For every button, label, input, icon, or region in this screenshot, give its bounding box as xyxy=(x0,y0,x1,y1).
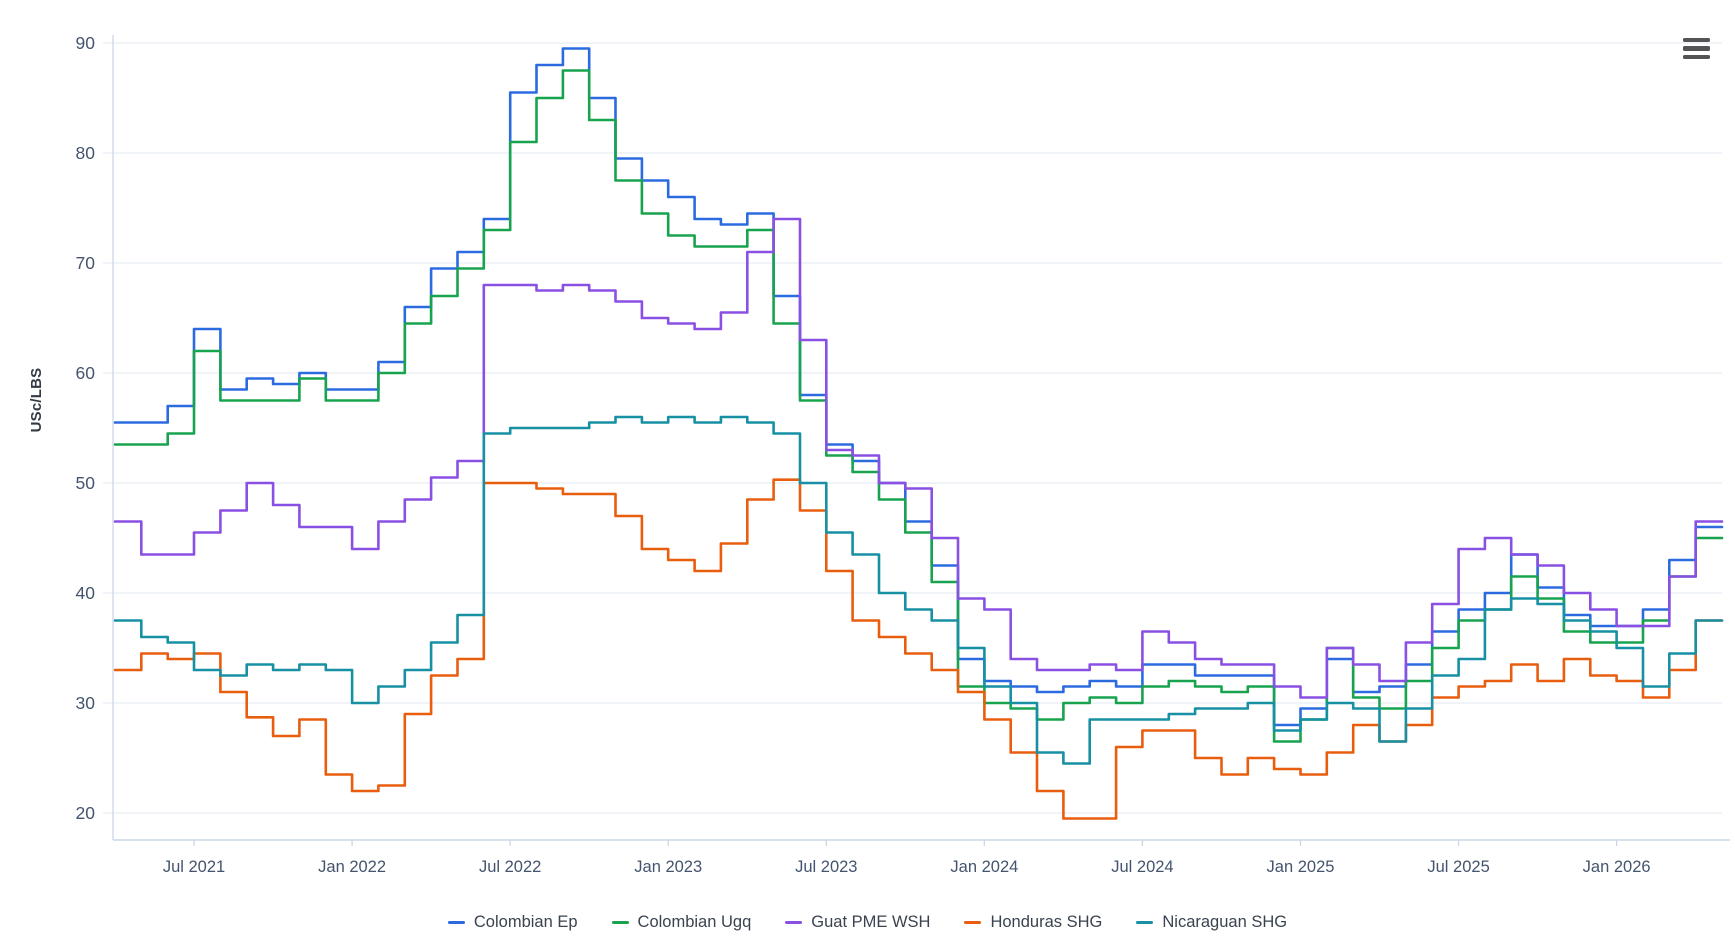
legend-label: Nicaraguan SHG xyxy=(1162,913,1288,931)
legend-marker-icon xyxy=(1136,920,1154,925)
series-line-guat-pme-wsh xyxy=(113,217,1724,699)
legend-item-colombian-ep[interactable]: Colombian Ep xyxy=(447,913,578,932)
legend-marker-icon xyxy=(611,920,629,925)
x-axis-tick-label: Jan 2022 xyxy=(318,858,386,876)
series-line-colombian-ugq xyxy=(113,69,1724,743)
y-axis-tick-label: 20 xyxy=(76,803,96,823)
x-axis-tick-label: Jul 2023 xyxy=(795,858,857,876)
y-axis-tick-label: 90 xyxy=(76,33,96,53)
hamburger-menu-icon[interactable] xyxy=(1683,38,1710,59)
legend-item-colombian-ugq[interactable]: Colombian Ugq xyxy=(611,913,752,932)
series-line-honduras-shg xyxy=(113,478,1724,820)
legend-label: Colombian Ugq xyxy=(637,913,752,931)
legend-label: Honduras SHG xyxy=(990,913,1103,931)
x-axis-tick-label: Jan 2025 xyxy=(1267,858,1335,876)
y-axis-tick-label: 40 xyxy=(76,583,96,603)
legend-marker-icon xyxy=(447,920,465,925)
chart-plot-area: 20 30 40 50 60 70 80 90 Jul 2021 Jan 2022 Jul 2022… xyxy=(76,33,1730,876)
x-axis-tick-label: Jul 2022 xyxy=(479,858,541,876)
hamburger-bar xyxy=(1683,54,1710,59)
series-line-colombian-ep xyxy=(113,47,1724,727)
legend-marker-icon xyxy=(785,920,803,925)
series-line-nicaraguan-shg xyxy=(113,415,1724,765)
x-axis-tick-label: Jan 2023 xyxy=(634,858,702,876)
legend-label: Colombian Ep xyxy=(473,913,578,931)
y-axis-tick-label: 80 xyxy=(76,143,96,163)
y-axis-tick-label: 70 xyxy=(76,253,96,273)
y-axis-tick-label: 30 xyxy=(76,693,96,713)
chart-legend: Colombian Ep Colombian Ugq Guat PME WSH Hon… xyxy=(0,913,1735,932)
legend-marker-icon xyxy=(964,920,982,925)
legend-item-honduras-shg[interactable]: Honduras SHG xyxy=(964,913,1102,932)
legend-item-guat-pme-wsh[interactable]: Guat PME WSH xyxy=(785,913,930,932)
legend-item-nicaraguan-shg[interactable]: Nicaraguan SHG xyxy=(1136,913,1287,932)
hamburger-bar xyxy=(1683,38,1710,43)
x-axis-tick-label: Jan 2026 xyxy=(1583,858,1651,876)
x-axis-tick-label: Jan 2024 xyxy=(950,858,1018,876)
y-axis-title: USc/LBS xyxy=(28,367,45,433)
x-axis-tick-label: Jul 2025 xyxy=(1427,858,1489,876)
x-axis-tick-label: Jul 2024 xyxy=(1111,858,1173,876)
hamburger-bar xyxy=(1683,46,1710,51)
y-axis-tick-label: 50 xyxy=(76,473,96,493)
legend-label: Guat PME WSH xyxy=(811,913,931,931)
y-axis-tick-label: 60 xyxy=(76,363,96,383)
x-axis-tick-label: Jul 2021 xyxy=(163,858,225,876)
